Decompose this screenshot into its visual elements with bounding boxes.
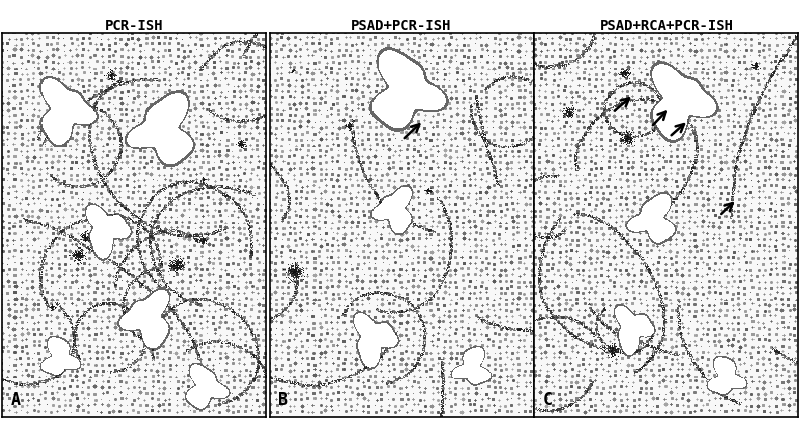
Text: C: C [542, 390, 552, 408]
Title: PCR-ISH: PCR-ISH [105, 19, 164, 33]
Text: B: B [278, 390, 287, 408]
Title: PSAD+PCR-ISH: PSAD+PCR-ISH [351, 19, 452, 33]
Text: A: A [10, 390, 20, 408]
Title: PSAD+RCA+PCR-ISH: PSAD+RCA+PCR-ISH [599, 19, 734, 33]
